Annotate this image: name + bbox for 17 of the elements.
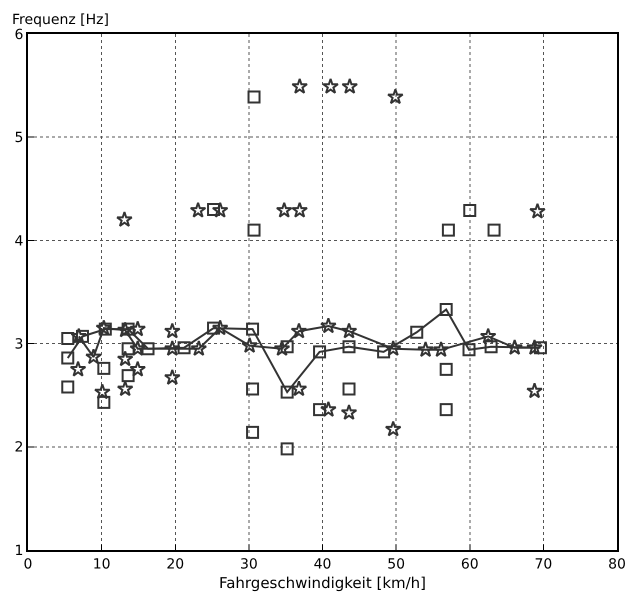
x-tick-label: 10 bbox=[92, 556, 111, 573]
y-tick-label: 1 bbox=[14, 542, 24, 559]
y-tick-label: 3 bbox=[14, 336, 24, 352]
x-tick-label: 40 bbox=[314, 556, 332, 573]
x-tick-label: 50 bbox=[387, 556, 406, 573]
y-axis-title: Frequenz [Hz] bbox=[12, 12, 109, 28]
x-tick-label: 30 bbox=[240, 556, 258, 573]
x-tick-label: 70 bbox=[534, 556, 552, 573]
x-tick-label: 60 bbox=[460, 556, 479, 573]
y-tick-label: 4 bbox=[14, 233, 24, 250]
y-tick-label: 5 bbox=[14, 130, 24, 146]
y-tick-label: 2 bbox=[14, 440, 24, 456]
x-axis-title: Fahrgeschwindigkeit [km/h] bbox=[218, 574, 426, 592]
y-tick-label: 6 bbox=[14, 26, 24, 43]
x-tick-label: 0 bbox=[24, 556, 32, 573]
x-tick-label: 80 bbox=[608, 556, 626, 573]
x-tick-label: 20 bbox=[166, 556, 184, 573]
